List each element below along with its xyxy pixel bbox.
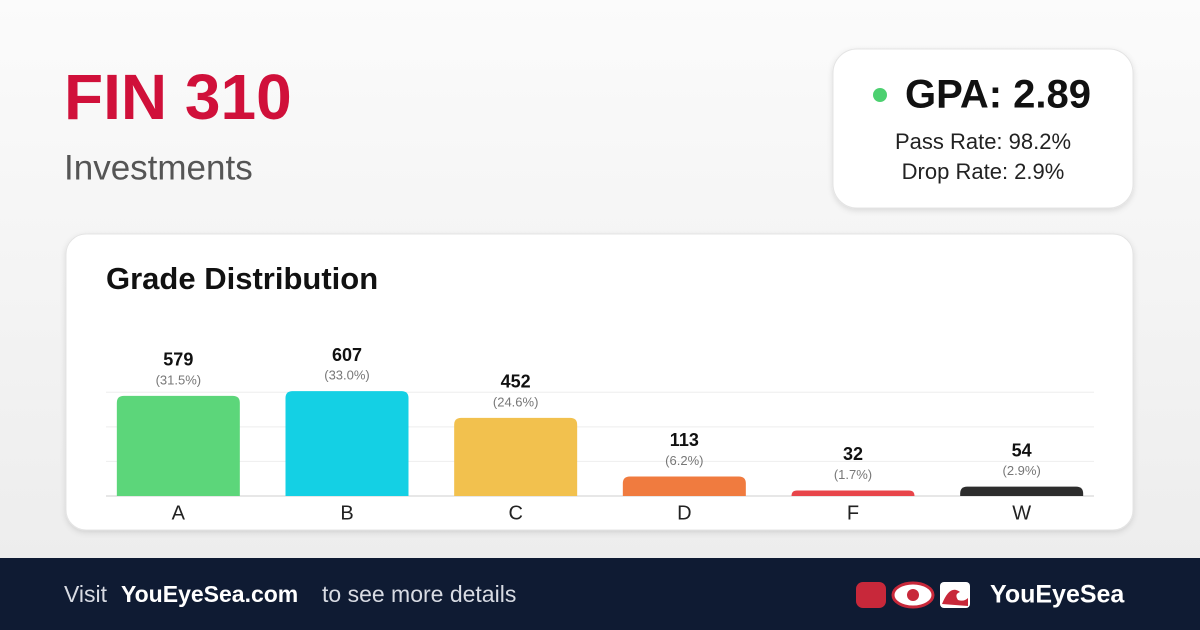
bar <box>960 486 1084 496</box>
chart-title: Grade Distribution <box>106 261 378 296</box>
footer-rest: to see more details <box>322 581 516 607</box>
stats-box <box>832 48 1134 209</box>
percent-label: (1.7%) <box>834 467 872 482</box>
value-label: 607 <box>332 345 362 365</box>
bar <box>622 476 746 496</box>
x-tick-label: B <box>340 502 353 524</box>
x-tick-label: D <box>677 502 691 524</box>
x-tick-label: F <box>847 502 859 524</box>
percent-label: (31.5%) <box>156 372 202 387</box>
footer-visit: Visit <box>64 581 108 607</box>
course-name: Investments <box>64 148 253 187</box>
bar <box>791 490 915 496</box>
value-label: 54 <box>1012 440 1032 460</box>
drop-rate: Drop Rate: 2.9% <box>902 159 1065 184</box>
x-tick-label: W <box>1012 502 1031 524</box>
percent-label: (24.6%) <box>493 394 539 409</box>
brand: YouEyeSea <box>990 581 1125 609</box>
course-code: FIN 310 <box>64 61 292 133</box>
brand-icons <box>856 581 970 609</box>
percent-label: (33.0%) <box>324 368 370 383</box>
bar <box>454 417 578 496</box>
pass-rate: Pass Rate: 98.2% <box>895 129 1071 154</box>
gpa: GPA: 2.89 <box>905 73 1091 117</box>
percent-label: (2.9%) <box>1003 463 1041 478</box>
bar <box>116 395 240 496</box>
percent-label: (6.2%) <box>665 453 703 468</box>
footer <box>0 558 1200 630</box>
status-dot <box>873 88 887 102</box>
value-label: 32 <box>843 444 863 464</box>
plot: A 579 (31.5%) B 607 (33.0%) C 452 (24.6%) D 113 (6.… <box>106 345 1094 524</box>
x-tick-label: A <box>172 502 186 524</box>
footer-site: YouEyeSea.com <box>121 581 298 607</box>
value-label: 579 <box>163 350 193 370</box>
bar <box>285 391 409 496</box>
value-label: 113 <box>670 430 699 450</box>
x-tick-label: C <box>508 502 522 524</box>
value-label: 452 <box>501 372 531 392</box>
